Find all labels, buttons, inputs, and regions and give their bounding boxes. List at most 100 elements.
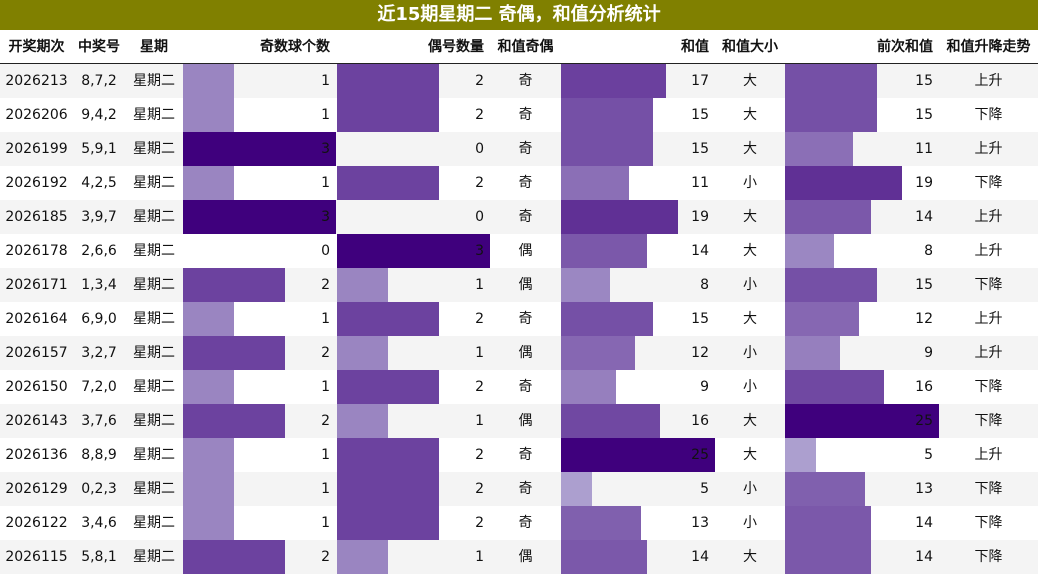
issue-cell: 2026157: [5, 345, 68, 361]
even-cell: 2: [475, 379, 484, 395]
weekday-cell: 星期二: [133, 481, 175, 497]
even-cell: 2: [475, 447, 484, 463]
sum-data-bar: [561, 98, 654, 132]
odd-cell: 1: [321, 175, 330, 191]
stats-table: 开奖期次 中奖号 星期 奇数球个数 偶号数量 和值奇偶 和值 和值大小 前次和值 和值升降走势 20…: [0, 30, 1038, 574]
weekday-cell: 星期二: [133, 73, 175, 89]
table-row: 2026171 1,3,4 星期二 2 1 偶 8 小 15 下降: [0, 268, 1038, 302]
even-data-bar: [337, 472, 439, 506]
sum-cell: 8: [700, 277, 709, 293]
issue-cell: 2026136: [5, 447, 68, 463]
even-data-bar: [337, 268, 388, 302]
table-row: 2026192 4,2,5 星期二 1 2 奇 11 小 19 下降: [0, 166, 1038, 200]
column-header[interactable]: 开奖期次: [8, 39, 65, 55]
column-header[interactable]: 奇数球个数: [260, 39, 330, 55]
trend-cell: 下降: [974, 107, 1003, 123]
prev-sum-cell: 15: [915, 277, 933, 293]
sum-parity-cell: 偶: [518, 277, 533, 293]
table-row: 2026136 8,8,9 星期二 1 2 奇 25 大 5 上升: [0, 438, 1038, 472]
odd-cell: 1: [321, 311, 330, 327]
table-row: 2026122 3,4,6 星期二 1 2 奇 13 小 14 下降: [0, 506, 1038, 540]
table-row: 2026213 8,7,2 星期二 1 2 奇 17 大 15 上升: [0, 64, 1038, 98]
prev-sum-cell: 9: [924, 345, 933, 361]
prev_sum-data-bar: [785, 506, 872, 540]
sum-data-bar: [561, 540, 648, 574]
issue-cell: 2026192: [5, 175, 68, 191]
sum-parity-cell: 偶: [518, 243, 533, 259]
sum-cell: 5: [700, 481, 709, 497]
prev-sum-cell: 13: [915, 481, 933, 497]
column-header[interactable]: 和值升降走势: [946, 39, 1031, 55]
sum-parity-cell: 偶: [518, 413, 533, 429]
issue-cell: 2026150: [5, 379, 68, 395]
column-header[interactable]: 星期: [140, 39, 168, 55]
prev-sum-cell: 25: [915, 413, 933, 429]
weekday-cell: 星期二: [133, 549, 175, 565]
numbers-cell: 4,2,5: [81, 175, 117, 191]
sum-cell: 15: [691, 311, 709, 327]
numbers-cell: 5,9,1: [81, 141, 117, 157]
prev-sum-cell: 8: [924, 243, 933, 259]
trend-cell: 下降: [974, 549, 1003, 565]
odd-cell: 2: [321, 413, 330, 429]
issue-cell: 2026171: [5, 277, 68, 293]
issue-cell: 2026199: [5, 141, 68, 157]
issue-cell: 2026143: [5, 413, 68, 429]
even-data-bar: [337, 166, 439, 200]
prev_sum-data-bar: [785, 472, 866, 506]
size-cell: 大: [743, 311, 757, 327]
table-row: 2026178 2,6,6 星期二 0 3 偶 14 大 8 上升: [0, 234, 1038, 268]
odd-data-bar: [183, 438, 234, 472]
size-cell: 小: [743, 175, 757, 191]
even-data-bar: [337, 506, 439, 540]
column-header[interactable]: 中奖号: [78, 39, 120, 55]
weekday-cell: 星期二: [133, 243, 175, 259]
numbers-cell: 3,2,7: [81, 345, 117, 361]
prev-sum-cell: 14: [915, 549, 933, 565]
prev_sum-data-bar: [785, 268, 878, 302]
weekday-cell: 星期二: [133, 447, 175, 463]
numbers-cell: 6,9,0: [81, 311, 117, 327]
sum-parity-cell: 奇: [518, 141, 533, 157]
sum-data-bar: [561, 132, 654, 166]
sum-data-bar: [561, 166, 629, 200]
table-row: 2026199 5,9,1 星期二 3 0 奇 15 大 11 上升: [0, 132, 1038, 166]
size-cell: 大: [743, 243, 757, 259]
even-data-bar: [337, 370, 439, 404]
sum-data-bar: [561, 472, 592, 506]
weekday-cell: 星期二: [133, 141, 175, 157]
prev-sum-cell: 15: [915, 107, 933, 123]
trend-cell: 下降: [974, 277, 1003, 293]
column-header[interactable]: 前次和值: [877, 39, 933, 55]
even-cell: 2: [475, 107, 484, 123]
even-data-bar: [337, 234, 490, 268]
column-header[interactable]: 偶号数量: [428, 39, 484, 55]
column-header[interactable]: 和值奇偶: [497, 39, 554, 55]
sum-cell: 11: [691, 175, 709, 191]
issue-cell: 2026185: [5, 209, 68, 225]
prev_sum-data-bar: [785, 540, 872, 574]
column-header[interactable]: 和值: [681, 39, 709, 55]
even-data-bar: [337, 302, 439, 336]
numbers-cell: 9,4,2: [81, 107, 117, 123]
sum-data-bar: [561, 200, 679, 234]
sum-parity-cell: 奇: [518, 481, 533, 497]
even-cell: 1: [475, 413, 484, 429]
column-header[interactable]: 和值大小: [722, 39, 778, 55]
trend-cell: 下降: [974, 175, 1003, 191]
prev-sum-cell: 19: [915, 175, 933, 191]
prev-sum-cell: 14: [915, 209, 933, 225]
even-cell: 1: [475, 549, 484, 565]
numbers-cell: 7,2,0: [81, 379, 117, 395]
prev_sum-data-bar: [785, 98, 878, 132]
odd-cell: 2: [321, 549, 330, 565]
issue-cell: 2026129: [5, 481, 68, 497]
sum-cell: 14: [691, 549, 709, 565]
sum-cell: 15: [691, 141, 709, 157]
sum-parity-cell: 偶: [518, 345, 533, 361]
sum-parity-cell: 奇: [518, 175, 533, 191]
sum-parity-cell: 奇: [518, 209, 533, 225]
trend-cell: 上升: [974, 311, 1003, 327]
even-data-bar: [337, 336, 388, 370]
prev-sum-cell: 5: [924, 447, 933, 463]
